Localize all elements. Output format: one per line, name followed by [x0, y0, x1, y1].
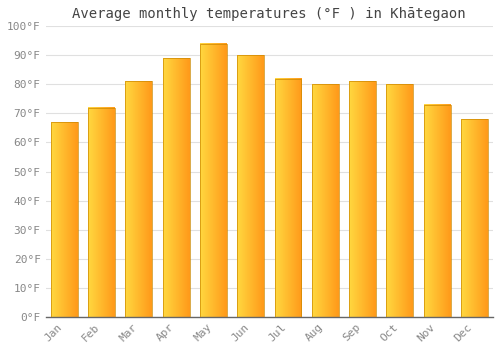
Title: Average monthly temperatures (°F ) in Khātegaon: Average monthly temperatures (°F ) in Kh…: [72, 7, 466, 21]
